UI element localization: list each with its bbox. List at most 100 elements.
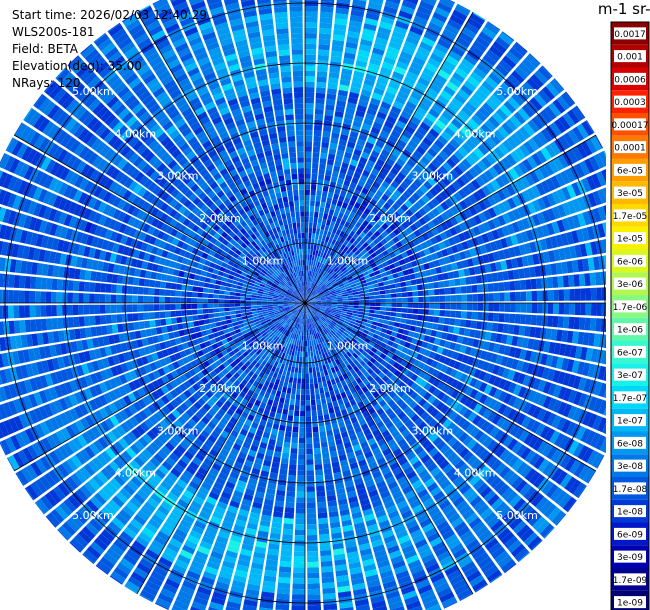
range-gate — [551, 191, 562, 205]
range-gate — [536, 212, 546, 225]
range-gate — [517, 206, 527, 218]
range-gate — [360, 89, 372, 97]
range-gate — [400, 585, 416, 595]
range-gate — [298, 367, 302, 374]
range-gate — [529, 351, 538, 363]
range-gate — [582, 362, 591, 377]
range-gate — [282, 369, 287, 376]
range-gate — [405, 396, 414, 406]
range-gate — [503, 380, 512, 392]
range-gate — [567, 374, 577, 388]
range-gate — [493, 388, 503, 400]
range-gate — [231, 495, 242, 504]
range-gate — [241, 357, 248, 365]
range-gate — [474, 266, 481, 275]
range-gate — [313, 135, 322, 142]
range-gate — [529, 326, 536, 338]
ppi-ray — [208, 303, 305, 610]
range-gate — [133, 567, 149, 579]
range-gate — [390, 35, 404, 46]
range-gate — [374, 306, 381, 311]
range-gate — [197, 466, 208, 476]
range-gate — [391, 331, 398, 338]
range-gate — [462, 451, 474, 462]
range-gate — [305, 249, 308, 255]
range-gate — [352, 372, 359, 380]
range-gate — [333, 340, 339, 347]
range-gate — [528, 471, 541, 485]
range-gate — [222, 444, 232, 453]
range-gate — [454, 428, 465, 439]
range-gate — [130, 476, 143, 488]
range-gate — [233, 425, 242, 433]
range-gate — [524, 468, 537, 482]
range-gate — [410, 373, 419, 382]
range-gate — [556, 219, 566, 233]
range-gate — [437, 381, 446, 391]
range-gate — [520, 447, 532, 460]
range-gate — [388, 279, 395, 285]
range-gate — [506, 335, 513, 346]
range-gate — [365, 265, 373, 271]
range-gate — [312, 157, 319, 164]
range-gate — [334, 287, 341, 292]
range-gate — [488, 386, 498, 397]
range-gate — [320, 308, 326, 311]
range-gate — [362, 508, 374, 517]
range-gate — [431, 217, 440, 227]
range-gate — [325, 479, 334, 486]
range-gate — [325, 98, 336, 106]
range-gate — [349, 86, 361, 94]
range-gate — [344, 112, 354, 120]
range-gate — [256, 394, 264, 402]
range-gate — [391, 298, 397, 303]
range-gate — [334, 253, 340, 259]
range-gate — [246, 347, 253, 354]
range-gate — [406, 186, 415, 196]
range-gate — [121, 450, 133, 462]
range-gate — [472, 579, 488, 592]
range-gate — [375, 274, 382, 279]
range-gate — [326, 325, 332, 331]
range-gate — [352, 444, 362, 452]
range-gate — [358, 245, 365, 252]
range-gate — [341, 276, 347, 282]
range-gate — [484, 169, 495, 181]
range-gate — [242, 423, 251, 432]
range-gate — [331, 297, 338, 300]
range-gate — [308, 307, 312, 312]
range-gate — [302, 346, 305, 352]
range-gate — [462, 230, 471, 240]
range-gate — [269, 339, 275, 345]
range-gate — [297, 459, 305, 465]
range-gate — [342, 269, 349, 275]
range-gate — [350, 9, 365, 18]
range-gate — [135, 425, 146, 436]
range-gate — [315, 315, 320, 320]
range-gate — [455, 443, 466, 455]
range-gate — [217, 408, 226, 417]
range-gate — [361, 151, 370, 160]
range-gate — [580, 141, 593, 156]
range-gate — [310, 303, 316, 304]
range-gate — [254, 546, 267, 554]
range-gate — [389, 316, 396, 322]
range-gate — [564, 344, 572, 357]
range-gate — [454, 583, 470, 596]
range-gate — [461, 303, 467, 311]
range-gate — [501, 509, 515, 522]
range-gate — [483, 209, 492, 221]
range-gate — [368, 460, 378, 469]
range-gate — [309, 298, 315, 301]
range-gate — [165, 517, 179, 528]
range-gate — [333, 326, 339, 332]
range-gate — [305, 189, 310, 196]
range-gate — [433, 490, 445, 502]
range-gate — [143, 501, 156, 513]
range-gate — [489, 133, 501, 146]
range-gate — [280, 391, 286, 399]
range-gate — [399, 323, 406, 329]
range-gate — [366, 375, 374, 383]
range-gate — [295, 323, 299, 329]
ppi-ray — [305, 21, 501, 303]
